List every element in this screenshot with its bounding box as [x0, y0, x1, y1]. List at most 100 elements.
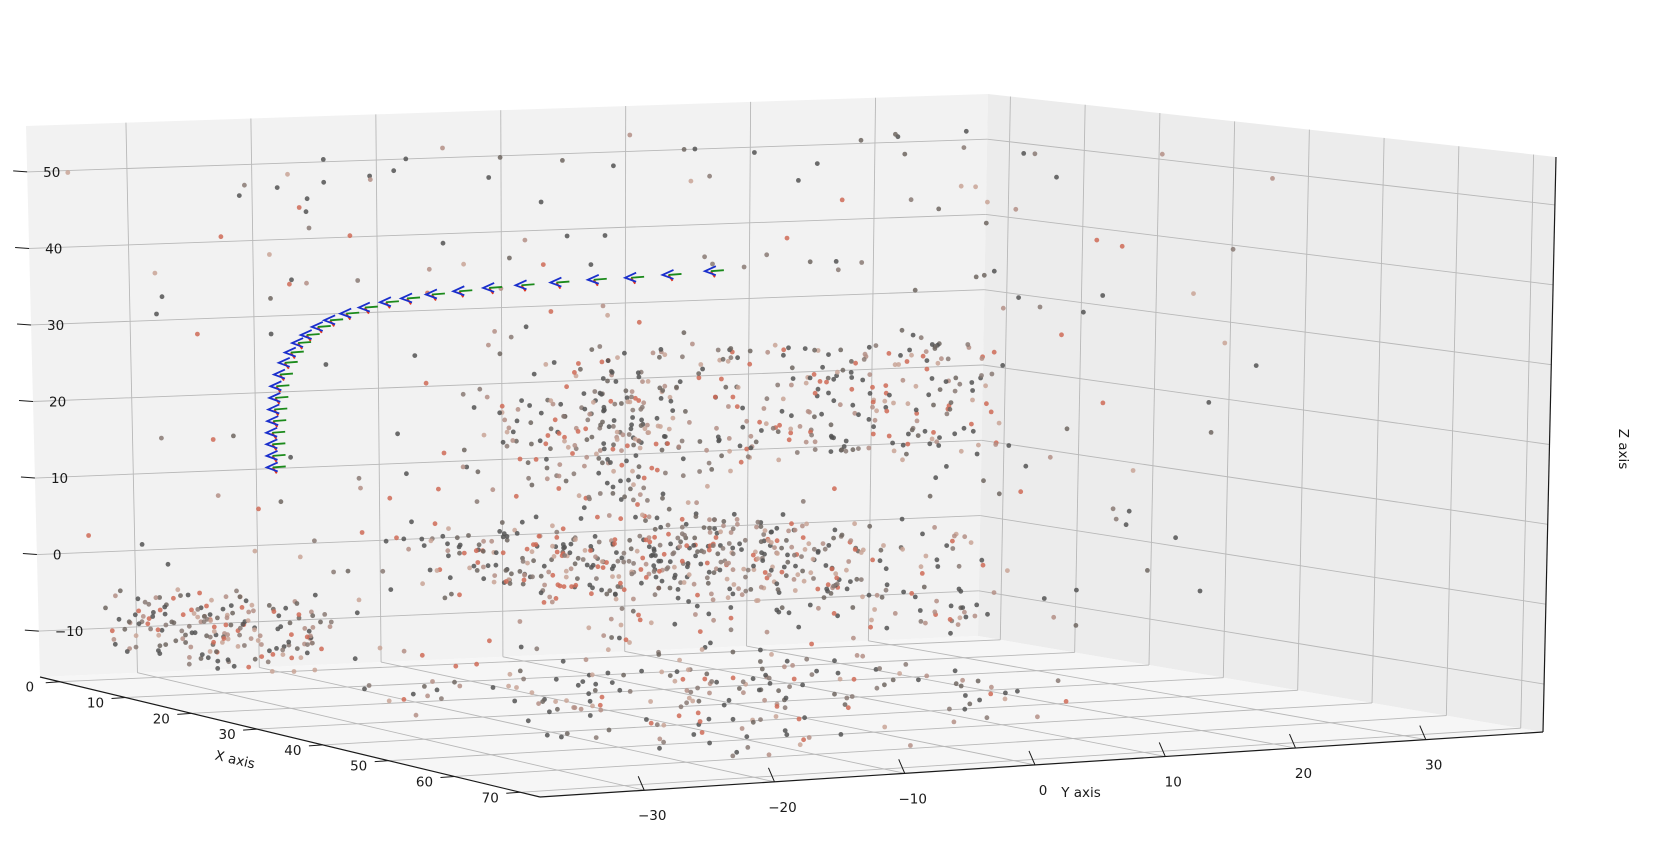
cloud-point: [440, 145, 445, 151]
cloud-point: [606, 727, 612, 733]
pose-z-axis: [289, 337, 304, 348]
cloud-point: [302, 626, 308, 631]
cloud-point: [658, 347, 664, 352]
cloud-point: [103, 605, 108, 611]
cloud-point: [953, 375, 959, 381]
cloud-point: [476, 542, 482, 548]
cloud-point: [775, 551, 780, 556]
camera-pose: [356, 301, 378, 315]
cloud-point: [163, 622, 169, 628]
cloud-point: [674, 384, 679, 390]
z-tick-label: 20: [49, 395, 66, 411]
cloud-point: [474, 661, 479, 667]
cloud-point: [207, 649, 213, 654]
cloud-point: [475, 560, 481, 565]
cloud-point: [657, 542, 663, 548]
cloud-point: [466, 533, 471, 538]
cloud-point: [763, 421, 769, 427]
cloud-point: [685, 500, 691, 505]
cloud-point: [529, 441, 534, 447]
cloud-point: [695, 592, 700, 598]
cloud-point: [976, 442, 981, 448]
floor-gridline: [380, 661, 905, 774]
cloud-point: [728, 346, 734, 351]
cloud-point: [493, 550, 499, 556]
cloud-point: [619, 448, 624, 453]
cloud-point: [276, 613, 282, 619]
cloud-point: [531, 558, 536, 564]
cloud-point: [726, 404, 731, 409]
cloud-point: [599, 559, 605, 564]
cloud-point: [868, 624, 873, 630]
cloud-point: [601, 404, 607, 410]
cloud-point: [636, 374, 642, 380]
cloud-point: [772, 545, 777, 550]
cloud-point: [591, 399, 596, 405]
cloud-point: [952, 668, 958, 674]
cloud-point: [968, 540, 974, 545]
cloud-point: [440, 533, 446, 539]
cloud-point: [486, 175, 492, 180]
pose-y-axis: [710, 269, 724, 273]
cloud-point: [842, 702, 848, 707]
cloud-point: [678, 539, 683, 545]
cloud-point: [676, 444, 682, 450]
cloud-point: [278, 499, 284, 505]
cloud-point: [629, 422, 634, 428]
cloud-point: [623, 637, 629, 643]
cloud-point: [636, 438, 642, 444]
cloud-point: [852, 547, 858, 552]
cloud-point: [605, 358, 611, 364]
cloud-point: [613, 596, 619, 602]
cloud-point: [721, 519, 727, 524]
cloud-point: [891, 448, 897, 454]
cloud-point: [175, 587, 181, 593]
cloud-point: [445, 548, 451, 554]
cloud-point: [744, 446, 750, 452]
cloud-point: [674, 669, 680, 675]
cloud-point: [419, 652, 425, 658]
cloud-point: [562, 438, 567, 444]
cloud-point: [559, 734, 564, 740]
cloud-point: [533, 542, 539, 547]
cloud-point: [529, 690, 535, 695]
cloud-point: [506, 425, 512, 431]
cloud-point: [784, 538, 789, 543]
pose-z-axis: [377, 296, 392, 308]
cloud-point: [274, 185, 280, 191]
cloud-point: [604, 591, 610, 597]
cloud-point: [980, 562, 986, 568]
cloud-point: [225, 632, 231, 638]
cloud-point: [409, 519, 414, 525]
cloud-point: [707, 525, 712, 531]
cloud-point: [848, 538, 854, 543]
cloud-point: [801, 737, 806, 743]
cloud-point: [1015, 688, 1020, 694]
z-tick: [13, 170, 28, 173]
cloud-point: [533, 514, 539, 520]
cloud-point: [662, 352, 668, 358]
cloud-point: [832, 527, 838, 533]
cloud-point: [712, 526, 717, 531]
cloud-point: [638, 423, 644, 428]
cloud-point: [561, 584, 567, 589]
cloud-point: [757, 419, 762, 425]
cloud-point: [269, 669, 275, 674]
cloud-point: [985, 199, 990, 205]
pose-z-axis: [622, 271, 637, 283]
cloud-point: [486, 342, 491, 348]
cloud-point: [162, 611, 168, 617]
cloud-point: [1013, 206, 1019, 212]
cloud-point: [461, 550, 467, 556]
cloud-point: [613, 592, 618, 597]
y-tick-label: 10: [1165, 774, 1182, 790]
cloud-point: [245, 618, 251, 623]
cloud-point: [646, 544, 652, 550]
cloud-point: [661, 739, 666, 745]
cloud-point: [667, 394, 673, 400]
cloud-point: [296, 612, 302, 617]
cloud-point: [730, 716, 736, 722]
cloud-point: [587, 698, 593, 704]
cloud-point: [893, 131, 898, 137]
cloud-point: [636, 474, 641, 480]
